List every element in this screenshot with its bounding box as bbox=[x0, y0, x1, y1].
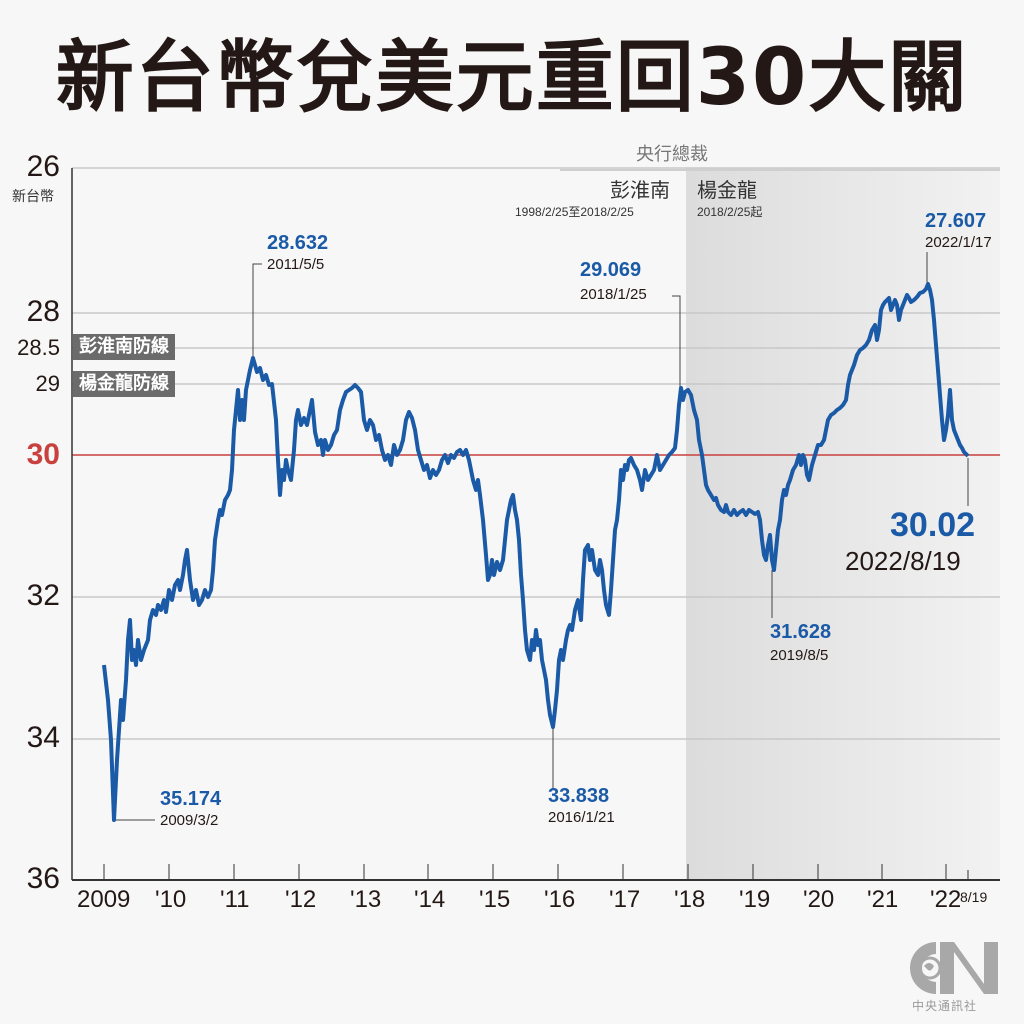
cna-logo-icon bbox=[910, 942, 998, 994]
gridlines bbox=[72, 167, 1000, 740]
y-tick-28: 28 bbox=[26, 295, 60, 328]
x-tick-2019: '19 bbox=[739, 886, 771, 913]
governor-name-peng: 彭淮南 bbox=[610, 178, 670, 202]
x-tick-2017: '17 bbox=[609, 886, 641, 913]
annotation-date-latest: 2022/8/19 bbox=[845, 546, 961, 576]
annotation-value-2019: 31.628 bbox=[770, 621, 832, 643]
annotation-value-2009: 35.174 bbox=[160, 788, 222, 810]
x-tick-2018: '18 bbox=[674, 886, 706, 913]
annotation-value-2022-high: 27.607 bbox=[925, 210, 987, 232]
governor-period-peng: 1998/2/25至2018/2/25 bbox=[515, 205, 634, 219]
x-tick-2013: '13 bbox=[350, 886, 382, 913]
y-tick-36: 36 bbox=[26, 862, 60, 895]
annotation-date-2011: 2011/5/5 bbox=[267, 256, 325, 273]
x-tick-2014: '14 bbox=[414, 886, 446, 913]
exchange-rate-line bbox=[102, 282, 970, 822]
source-label: 中央通訊社 bbox=[912, 999, 978, 1013]
x-tick-2011: '11 bbox=[220, 886, 250, 913]
governor-period-yang: 2018/2/25起 bbox=[697, 205, 763, 219]
annotation-value-2018: 29.069 bbox=[580, 259, 642, 281]
annotation-value-latest: 30.02 bbox=[890, 506, 976, 544]
y-tick-29: 29 bbox=[35, 371, 60, 396]
x-tick-2012: '12 bbox=[285, 886, 317, 913]
annotation-date-2016: 2016/1/21 bbox=[548, 809, 615, 826]
x-tick-2022: '22 bbox=[930, 886, 962, 913]
annotation-value-2016: 33.838 bbox=[548, 785, 610, 807]
chart-title: 新台幣兌美元重回30大關 bbox=[55, 33, 969, 123]
x-tick-2016: '16 bbox=[544, 886, 576, 913]
y-tick-26: 26 bbox=[26, 150, 60, 183]
annotation-leaders bbox=[114, 252, 969, 821]
annotation-date-2019: 2019/8/5 bbox=[770, 647, 829, 664]
x-tick-2021: '21 bbox=[867, 886, 899, 913]
annotation-value-2011: 28.632 bbox=[267, 232, 329, 254]
defense-line-badge-yang: 楊金龍防線 bbox=[73, 371, 175, 397]
governor-name-yang: 楊金龍 bbox=[697, 178, 757, 202]
y-tick-32: 32 bbox=[26, 579, 60, 612]
x-tick-2015: '15 bbox=[479, 886, 511, 913]
annotation-date-2009: 2009/3/2 bbox=[160, 812, 219, 829]
y-tick-30: 30 bbox=[26, 438, 60, 471]
y-tick-28-5: 28.5 bbox=[17, 335, 60, 360]
annotation-date-2018: 2018/1/25 bbox=[580, 286, 647, 303]
x-tick-2009: 2009 bbox=[77, 886, 131, 913]
governor-shade-region bbox=[686, 168, 1000, 880]
x-tick-2020: '20 bbox=[803, 886, 835, 913]
x-tick-2010: '10 bbox=[155, 886, 187, 913]
y-tick-34: 34 bbox=[26, 721, 60, 754]
y-axis-unit: 新台幣 bbox=[12, 189, 54, 205]
annotation-date-2022-high: 2022/1/17 bbox=[925, 234, 992, 251]
x-ticks bbox=[103, 864, 969, 880]
defense-line-badge-peng: 彭淮南防線 bbox=[73, 334, 175, 360]
governor-header: 央行總裁 bbox=[636, 144, 708, 165]
x-tick-latest: 8/19 bbox=[960, 889, 988, 905]
